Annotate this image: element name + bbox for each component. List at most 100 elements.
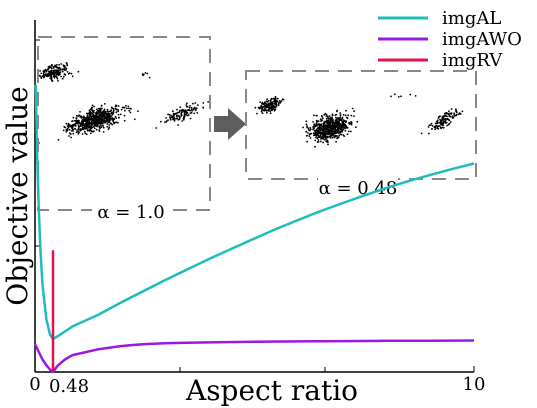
inset-1-point (51, 71, 53, 74)
inset-1-point (87, 123, 90, 126)
inset-1-point (71, 128, 74, 131)
inset-2-point (314, 131, 317, 134)
inset-1-point (66, 71, 69, 73)
inset-2-point (356, 120, 359, 123)
inset-1-point (88, 121, 91, 124)
inset-2-point (439, 115, 441, 117)
inset-1-point (112, 109, 115, 112)
inset-2-point (340, 124, 342, 126)
inset-1-point (106, 123, 109, 125)
inset-1-point (82, 120, 85, 122)
inset-2-point (336, 109, 339, 112)
inset-2-point (449, 121, 452, 123)
x-tick-label-highlight: 0.48 (49, 376, 89, 397)
inset-1-point (185, 113, 188, 116)
inset-2-point (333, 126, 335, 128)
legend-label-imgRV: imgRV (442, 50, 503, 71)
inset-2-point (335, 141, 337, 143)
inset-2-point (443, 115, 446, 118)
inset-1-point (117, 105, 120, 107)
inset-1-point (65, 129, 68, 131)
inset-1-point (176, 114, 178, 117)
inset-1-point (95, 122, 98, 125)
inset-2-point (442, 117, 445, 120)
inset-2-point (282, 98, 285, 101)
inset-1-point (81, 120, 83, 122)
inset-1-point (178, 109, 181, 112)
inset-1-point (49, 70, 51, 72)
inset-1-point (107, 128, 110, 131)
inset-2-point (442, 120, 445, 123)
inset-2-point (310, 132, 313, 135)
inset-2-point (339, 114, 342, 116)
inset-2-point (336, 128, 339, 131)
inset-2-point (270, 106, 273, 109)
inset-1-point (167, 113, 170, 116)
inset-1-point (69, 133, 72, 136)
inset-2-point (323, 138, 325, 141)
inset-1-point (155, 127, 158, 129)
inset-2-point (318, 126, 320, 129)
inset-1-point (182, 118, 185, 121)
inset-1-point (47, 66, 50, 68)
inset-1-point (123, 119, 126, 122)
inset-2-point (428, 124, 431, 127)
inset-2-point (317, 134, 320, 137)
inset-1-point (39, 75, 42, 77)
inset-2-point (305, 120, 308, 123)
inset-2-point (336, 122, 339, 125)
inset-2-point (436, 125, 439, 128)
inset-1-point (170, 114, 172, 117)
inset-2-point (335, 113, 338, 116)
inset-1-point (91, 115, 94, 118)
inset-2-point (442, 126, 445, 129)
inset-1-point (194, 102, 197, 104)
inset-1-point (71, 75, 74, 78)
inset-1-point (50, 75, 52, 78)
inset-1-point (66, 63, 68, 65)
inset-2-point (274, 99, 277, 101)
inset-2-point (336, 131, 339, 134)
inset-2-point (325, 115, 328, 117)
inset-label-bg (318, 176, 398, 198)
inset-1-point (168, 113, 171, 116)
inset-1-point (61, 70, 64, 73)
inset-1-point (40, 76, 43, 79)
inset-1-point (169, 118, 172, 121)
inset-label-bg (92, 200, 170, 222)
inset-2-point (269, 112, 272, 115)
inset-1-point (105, 113, 108, 116)
inset-1-point (106, 108, 109, 111)
legend: imgAL imgAWO imgRV (378, 8, 522, 71)
inset-1-point (128, 107, 130, 110)
inset-2-point (308, 135, 311, 138)
inset-1-point (115, 121, 118, 124)
inset-1-point (67, 122, 70, 125)
inset-1-point (60, 75, 62, 78)
inset-1-point (189, 117, 192, 120)
inset-1-point (103, 121, 106, 124)
inset-1-point (106, 110, 109, 113)
inset-1-point (183, 112, 186, 115)
inset-1-point (111, 107, 114, 110)
inset-1-point (110, 123, 113, 125)
inset-1-point (82, 116, 84, 119)
inset-2-point (319, 140, 322, 143)
inset-1-point (108, 113, 111, 116)
inset-2-point (450, 108, 453, 110)
inset-1-point (112, 117, 114, 120)
inset-1-point (173, 113, 176, 116)
inset-1-point (81, 133, 84, 135)
inset-2-point (441, 126, 444, 129)
inset-2-point (322, 141, 324, 144)
inset-2-point (337, 120, 339, 122)
inset-2-point (266, 98, 269, 101)
inset-1-point (56, 77, 59, 80)
inset-2-point (325, 117, 328, 120)
inset-1-point (99, 107, 102, 110)
inset-2-point (327, 133, 330, 136)
inset-2-point (307, 127, 310, 130)
inset-1-point (50, 64, 53, 67)
inset-1-point (72, 130, 74, 132)
inset-1-point (84, 127, 86, 130)
